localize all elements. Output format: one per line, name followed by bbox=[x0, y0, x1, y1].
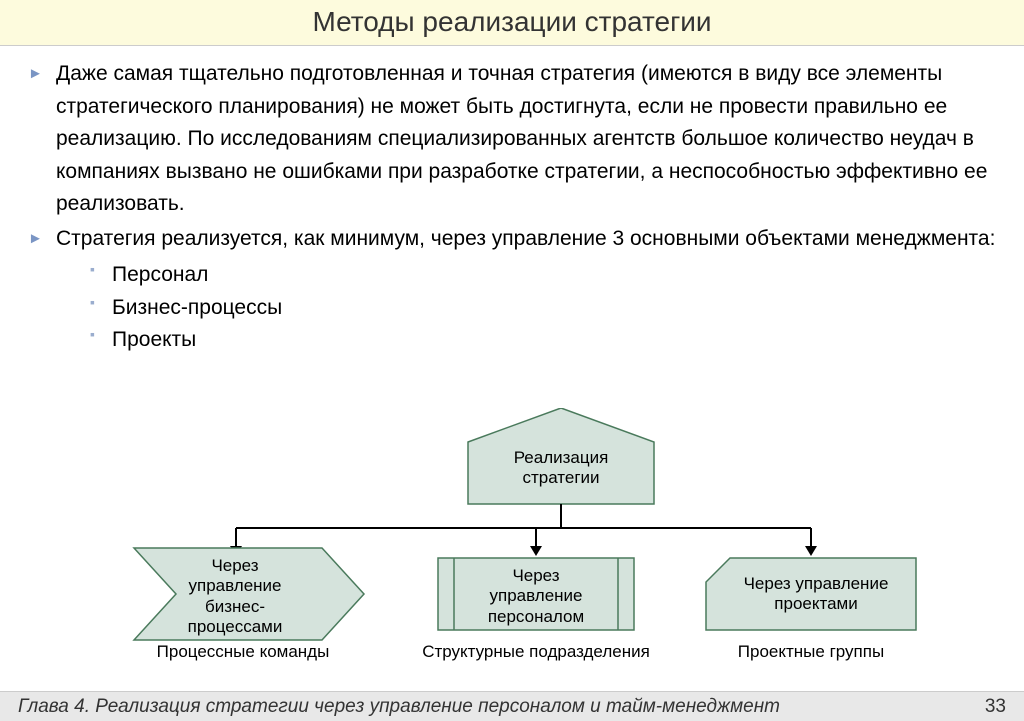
footer-chapter: Глава 4. Реализация стратегии через упра… bbox=[18, 696, 780, 718]
child3-caption: Проектные группы bbox=[706, 642, 916, 662]
main-bullet-list: Даже самая тщательно подготовленная и то… bbox=[28, 58, 996, 357]
child2-label: Через управление персоналом bbox=[438, 566, 634, 627]
content-area: Даже самая тщательно подготовленная и то… bbox=[0, 46, 1024, 357]
c2-l2: управление bbox=[438, 586, 634, 606]
root-node-label: Реализация стратегии bbox=[468, 448, 654, 489]
c2-l1: Через bbox=[438, 566, 634, 586]
child1-label: Через управление бизнес- процессами bbox=[150, 556, 320, 638]
c1-l4: процессами bbox=[150, 617, 320, 637]
sub-bullet-1: Персонал bbox=[90, 259, 996, 292]
bullet-1: Даже самая тщательно подготовленная и то… bbox=[28, 58, 996, 221]
root-line2: стратегии bbox=[468, 468, 654, 488]
footer: Глава 4. Реализация стратегии через упра… bbox=[0, 691, 1024, 721]
c1-l3: бизнес- bbox=[150, 597, 320, 617]
page-number: 33 bbox=[985, 696, 1006, 718]
c2-l3: персоналом bbox=[438, 607, 634, 627]
sub-bullet-3: Проекты bbox=[90, 324, 996, 357]
bullet-2-text: Стратегия реализуется, как минимум, чере… bbox=[56, 227, 995, 250]
c3-l1: Через управление bbox=[716, 574, 916, 594]
slide: Методы реализации стратегии Даже самая т… bbox=[0, 0, 1024, 721]
flowchart-diagram: Реализация стратегии Через управление би… bbox=[0, 408, 1024, 678]
c1-l1: Через bbox=[150, 556, 320, 576]
child2-caption: Структурные подразделения bbox=[410, 642, 662, 662]
child1-caption: Процессные команды bbox=[128, 642, 358, 662]
child3-label: Через управление проектами bbox=[716, 574, 916, 615]
root-line1: Реализация bbox=[468, 448, 654, 468]
sub-bullet-list: Персонал Бизнес-процессы Проекты bbox=[90, 259, 996, 357]
c3-l2: проектами bbox=[716, 594, 916, 614]
sub-bullet-2: Бизнес-процессы bbox=[90, 292, 996, 325]
slide-title: Методы реализации стратегии bbox=[0, 0, 1024, 46]
bullet-2: Стратегия реализуется, как минимум, чере… bbox=[28, 223, 996, 357]
c1-l2: управление bbox=[150, 576, 320, 596]
